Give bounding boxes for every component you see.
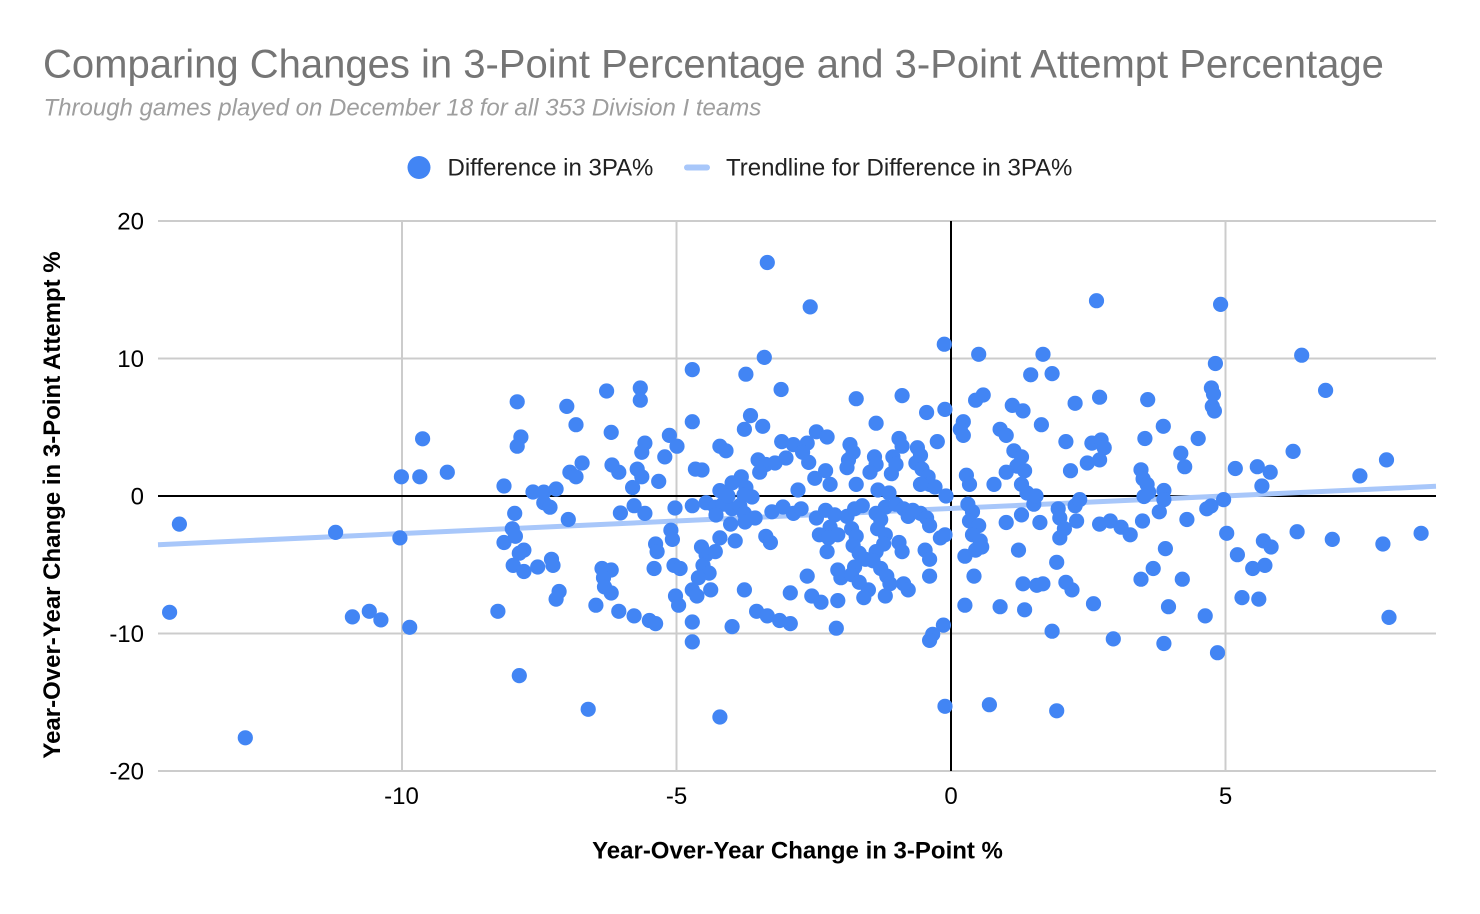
svg-text:5: 5 [1219,783,1232,810]
svg-text:Trendline for Difference in 3P: Trendline for Difference in 3PA% [726,155,1072,182]
svg-text:-5: -5 [666,783,687,810]
svg-text:0: 0 [131,484,144,511]
svg-text:-10: -10 [109,621,144,648]
svg-text:0: 0 [944,783,957,810]
svg-text:Year-Over-Year Change in 3-Poi: Year-Over-Year Change in 3-Point Attempt… [39,251,66,758]
svg-text:-20: -20 [109,759,144,786]
svg-text:20: 20 [117,209,144,236]
svg-text:Difference in 3PA%: Difference in 3PA% [448,155,654,182]
svg-text:Through games played on Decemb: Through games played on December 18 for … [44,95,762,122]
svg-text:Comparing Changes in 3-Point P: Comparing Changes in 3-Point Percentage … [43,43,1384,87]
svg-text:-10: -10 [384,783,419,810]
svg-text:Year-Over-Year Change in 3-Poi: Year-Over-Year Change in 3-Point % [592,838,1003,865]
svg-text:10: 10 [117,346,144,373]
